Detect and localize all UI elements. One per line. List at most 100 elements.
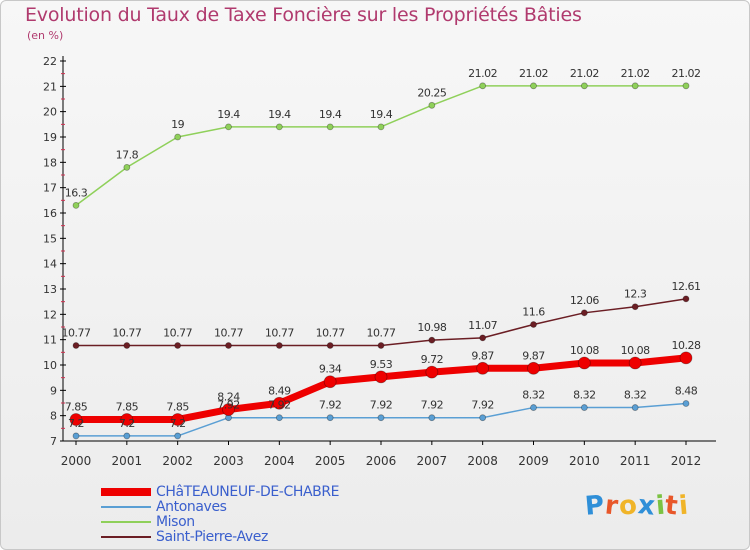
data-point [479, 334, 487, 342]
data-label: 7.2 [68, 417, 84, 430]
data-point [479, 82, 487, 90]
chart-subtitle: (en %) [27, 29, 64, 42]
data-point [275, 414, 283, 422]
y-tick-label: 8 [50, 410, 57, 423]
y-tick-label: 20 [43, 106, 57, 119]
data-point [425, 365, 439, 379]
data-point [326, 123, 334, 131]
data-label: 9.87 [522, 349, 545, 362]
x-tick-label: 2003 [213, 454, 244, 468]
x-tick-label: 2000 [61, 454, 92, 468]
data-label: 12.61 [672, 280, 701, 293]
data-point [530, 404, 537, 411]
data-point [628, 356, 642, 370]
legend-swatch [101, 488, 151, 496]
data-label: 7.92 [421, 399, 444, 412]
y-tick-label: 13 [43, 283, 57, 296]
series-line [75, 85, 687, 207]
data-label: 7.2 [170, 417, 186, 430]
y-tick-label: 17 [43, 182, 57, 195]
data-label: 7.85 [116, 400, 139, 413]
data-label: 19.4 [268, 108, 291, 121]
data-label: 10.77 [163, 326, 192, 339]
data-point [580, 404, 588, 411]
legend-swatch [101, 536, 151, 538]
data-label: 7.2 [119, 417, 135, 430]
x-tick-label: 2005 [315, 454, 346, 468]
x-tick-label: 2002 [162, 454, 193, 468]
x-tick-label: 2010 [569, 454, 600, 468]
x-tick-label: 2004 [264, 454, 295, 468]
data-label: 21.02 [570, 67, 599, 80]
legend-label: Antonaves [156, 499, 227, 515]
data-point [222, 403, 235, 416]
data-point [174, 432, 182, 440]
data-point [377, 342, 385, 349]
data-label: 9.72 [421, 353, 444, 366]
data-point [631, 82, 639, 90]
data-point [377, 123, 385, 131]
data-label: 7.85 [166, 400, 189, 413]
data-label: 12.3 [624, 288, 647, 301]
data-label: 9.34 [319, 363, 342, 376]
data-label: 10.77 [367, 326, 396, 339]
data-label: 8.32 [522, 389, 545, 402]
data-label: 10.98 [417, 321, 446, 334]
y-tick-label: 21 [43, 80, 57, 93]
data-label: 8.49 [268, 384, 291, 397]
x-tick-label: 2008 [467, 454, 498, 468]
data-point [377, 414, 385, 422]
data-label: 11.07 [468, 319, 497, 332]
y-tick-label: 19 [43, 131, 57, 144]
data-label: 8.48 [675, 385, 698, 398]
data-point [580, 309, 588, 317]
legend-swatch [101, 506, 151, 508]
data-label: 8.24 [217, 391, 240, 404]
data-point [476, 361, 490, 375]
data-label: 19.4 [217, 108, 240, 121]
data-point [577, 356, 591, 370]
data-label: 7.92 [268, 399, 291, 412]
data-label: 17.8 [116, 148, 139, 161]
chart-title: Evolution du Taux de Taxe Foncière sur l… [25, 4, 582, 26]
y-tick-label: 9 [50, 384, 57, 397]
data-label: 21.02 [621, 67, 650, 80]
data-point [72, 432, 80, 440]
legend-label: CHâTEAUNEUF-DE-CHABRE [156, 484, 340, 500]
data-label: 10.77 [265, 326, 294, 339]
data-point [123, 432, 131, 440]
data-point [123, 342, 131, 349]
data-point [225, 342, 232, 349]
data-point [428, 336, 436, 344]
legend-label: Saint-Pierre-Avez [156, 529, 268, 545]
legend-swatch [101, 521, 151, 523]
data-point [631, 404, 639, 411]
data-point [374, 370, 388, 384]
data-point [323, 375, 337, 389]
data-label: 8.32 [624, 389, 647, 402]
data-label: 12.06 [570, 294, 599, 307]
data-point [120, 413, 134, 426]
data-point [123, 163, 131, 171]
data-point [326, 342, 334, 349]
data-label: 20.25 [417, 86, 446, 99]
data-point [174, 342, 182, 349]
data-label: 10.08 [621, 344, 650, 357]
data-point [530, 321, 537, 328]
data-point [326, 414, 334, 422]
data-label: 10.77 [316, 326, 345, 339]
data-label: 9.53 [370, 358, 393, 371]
y-tick-label: 7 [50, 435, 57, 448]
data-point [275, 123, 283, 131]
y-tick-label: 11 [43, 334, 57, 347]
data-label: 7.85 [65, 400, 88, 413]
logo-letter: i [677, 490, 691, 522]
data-point [275, 342, 283, 349]
data-label: 16.3 [65, 186, 88, 199]
y-tick-label: 22 [43, 55, 57, 68]
proxiti-logo: Proxiti [584, 490, 691, 522]
x-tick-label: 2012 [671, 454, 702, 468]
data-point [682, 82, 690, 90]
